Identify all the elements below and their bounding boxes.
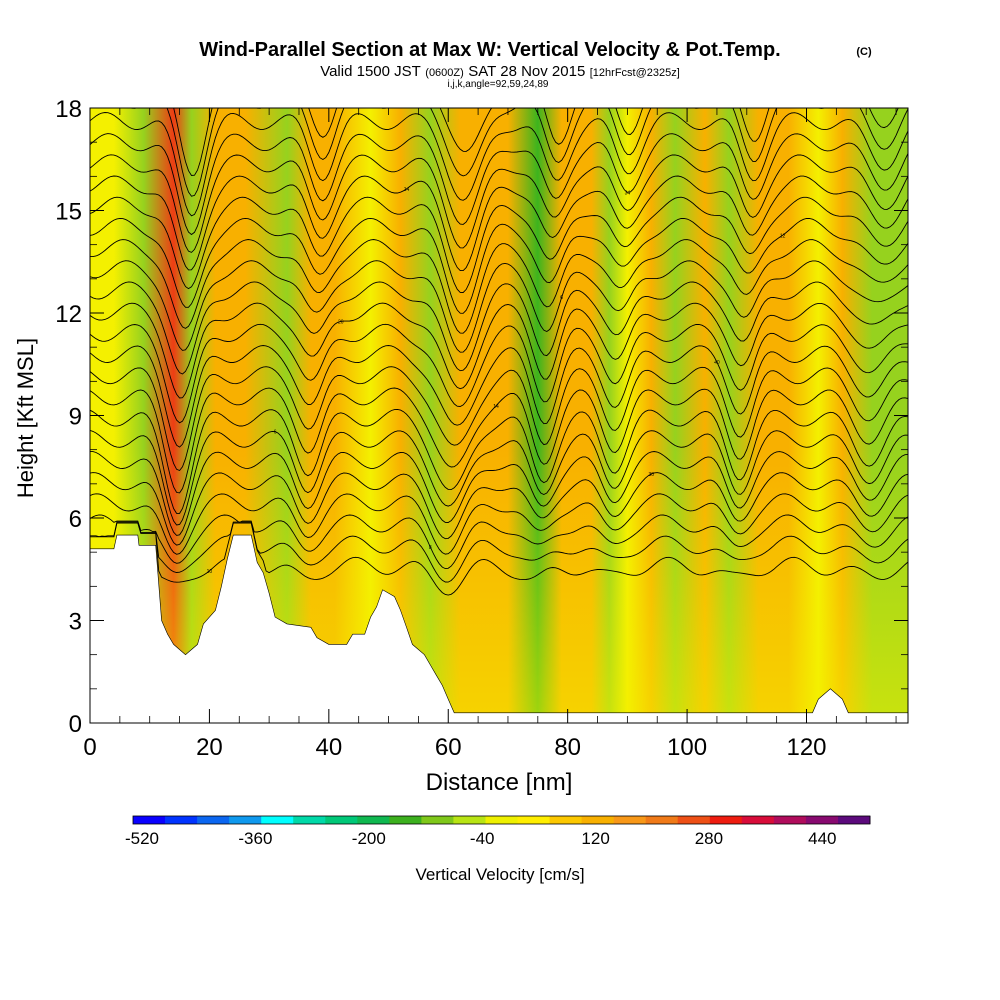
colorbar-tick-label: -40 — [470, 829, 495, 848]
colorbar-tick-label: 440 — [808, 829, 836, 848]
colorbar-swatch — [357, 816, 390, 824]
colorbar-swatch — [133, 816, 166, 824]
x-tick-label: 120 — [786, 734, 826, 761]
theta-contour — [90, 175, 908, 272]
colorbar-swatch — [805, 816, 839, 824]
theta-contour — [90, 217, 908, 314]
theta-contour — [90, 260, 908, 353]
colorbar-swatch — [165, 816, 198, 824]
chart-title: Wind-Parallel Section at Max W: Vertical… — [199, 39, 780, 61]
theta-contour-label: 30 — [649, 472, 655, 478]
theta-contour-label: 6 — [560, 295, 563, 301]
colorbar-swatch — [741, 816, 775, 824]
colorbar-swatch — [261, 816, 294, 824]
colorbar-swatch — [549, 816, 583, 824]
colorbar-swatch — [645, 816, 679, 824]
theta-contour — [90, 154, 908, 253]
theta-contour-label: 12 — [780, 233, 786, 239]
colorbar-swatch — [485, 816, 518, 824]
theta-contour — [129, 108, 908, 197]
y-tick-label: 15 — [55, 199, 82, 226]
colorbar-swatch — [613, 816, 647, 824]
theta-contour — [90, 133, 908, 236]
potential-temperature-contours — [90, 108, 908, 596]
y-axis: 0 3 6 9 12 15 18 — [55, 96, 908, 738]
potential-temperature-labels: 10 8 30 6 14 40 20 6 12 14 34 16 — [207, 104, 786, 575]
colorbar-swatch — [389, 816, 422, 824]
y-tick-label: 9 — [69, 404, 82, 431]
theta-contour — [90, 522, 908, 596]
x-tick-label: 60 — [435, 734, 462, 761]
y-axis-label: Height [Kft MSL] — [13, 338, 38, 498]
colorbar-swatch — [325, 816, 358, 824]
subtitle-fcst: [12hrFcst@2325z] — [590, 67, 680, 79]
x-tick-label: 100 — [667, 734, 707, 761]
theta-contour — [90, 302, 908, 399]
theta-contour — [90, 323, 908, 424]
colorbar: -520 -360 -200 -40 120 280 440 — [125, 815, 871, 848]
theta-contour — [90, 472, 908, 546]
colorbar-swatch — [773, 816, 807, 824]
theta-contour — [90, 408, 908, 514]
subtitle-line: Valid 1500 JST (0600Z) SAT 28 Nov 2015 [… — [320, 63, 680, 80]
x-axis: 0 20 40 60 80 100 120 — [83, 108, 897, 761]
colorbar-swatch — [517, 816, 550, 824]
theta-contour — [90, 521, 908, 583]
x-tick-label: 20 — [196, 734, 223, 761]
theta-contour-label: 16 — [248, 104, 254, 110]
x-tick-label: 80 — [554, 734, 581, 761]
theta-contour — [90, 239, 908, 334]
y-tick-label: 3 — [69, 609, 82, 636]
colorbar-frame — [132, 815, 871, 825]
colorbar-tick-label: -520 — [125, 829, 159, 848]
y-tick-label: 0 — [69, 711, 82, 738]
colorbar-swatch — [453, 816, 486, 824]
theta-contour — [90, 112, 908, 217]
theta-contour — [90, 514, 908, 570]
theta-contour-label: 40 — [714, 360, 720, 366]
theta-contour-label: 10 — [207, 569, 213, 575]
x-tick-label: 40 — [315, 734, 342, 761]
colorbar-swatch — [838, 816, 871, 824]
x-tick-label: 0 — [83, 734, 96, 761]
theta-contour — [90, 493, 908, 555]
theta-contour-label: 34 — [625, 190, 631, 196]
theta-contour-label: 14 — [493, 404, 499, 410]
colorbar-swatch — [421, 816, 454, 824]
theta-contour-label: 8 — [429, 545, 432, 551]
colorbar-tick-label: -360 — [238, 829, 272, 848]
colorbar-swatch — [709, 816, 743, 824]
theta-contour — [90, 450, 908, 536]
theta-contour — [90, 281, 908, 375]
plot-area: 10 8 30 6 14 40 20 6 12 14 34 16 — [90, 104, 908, 723]
colorbar-tick-label: 120 — [581, 829, 609, 848]
theta-contour-label: 20 — [338, 319, 344, 325]
y-tick-label: 6 — [69, 506, 82, 533]
theta-contour — [90, 366, 908, 472]
subtitle-date: SAT 28 Nov 2015 — [468, 63, 585, 80]
x-axis-label: Distance [nm] — [426, 769, 573, 796]
chart-title-mark: (C) — [856, 46, 872, 58]
colorbar-swatch — [197, 816, 230, 824]
theta-contour — [90, 429, 908, 526]
colorbar-label: Vertical Velocity [cm/s] — [415, 865, 584, 884]
colorbar-swatch — [293, 816, 326, 824]
theta-contour — [90, 196, 908, 293]
colorbar-swatch — [229, 816, 262, 824]
colorbar-tick-label: 280 — [695, 829, 723, 848]
subtitle-utc: (0600Z) — [425, 67, 464, 79]
colorbar-swatch — [581, 816, 615, 824]
grid-indices: i,j,k,angle=92,59,24,89 — [448, 79, 549, 90]
colorbar-swatch — [677, 816, 711, 824]
theta-contour-label: 14 — [404, 187, 410, 193]
theta-contour — [90, 387, 908, 494]
theta-contour — [90, 345, 908, 448]
y-tick-label: 18 — [55, 96, 82, 123]
terrain — [90, 534, 908, 723]
colorbar-tick-label: -200 — [352, 829, 386, 848]
theta-contour-label: 6 — [274, 430, 277, 436]
subtitle-valid: Valid 1500 JST — [320, 63, 421, 80]
y-tick-label: 12 — [55, 301, 82, 328]
